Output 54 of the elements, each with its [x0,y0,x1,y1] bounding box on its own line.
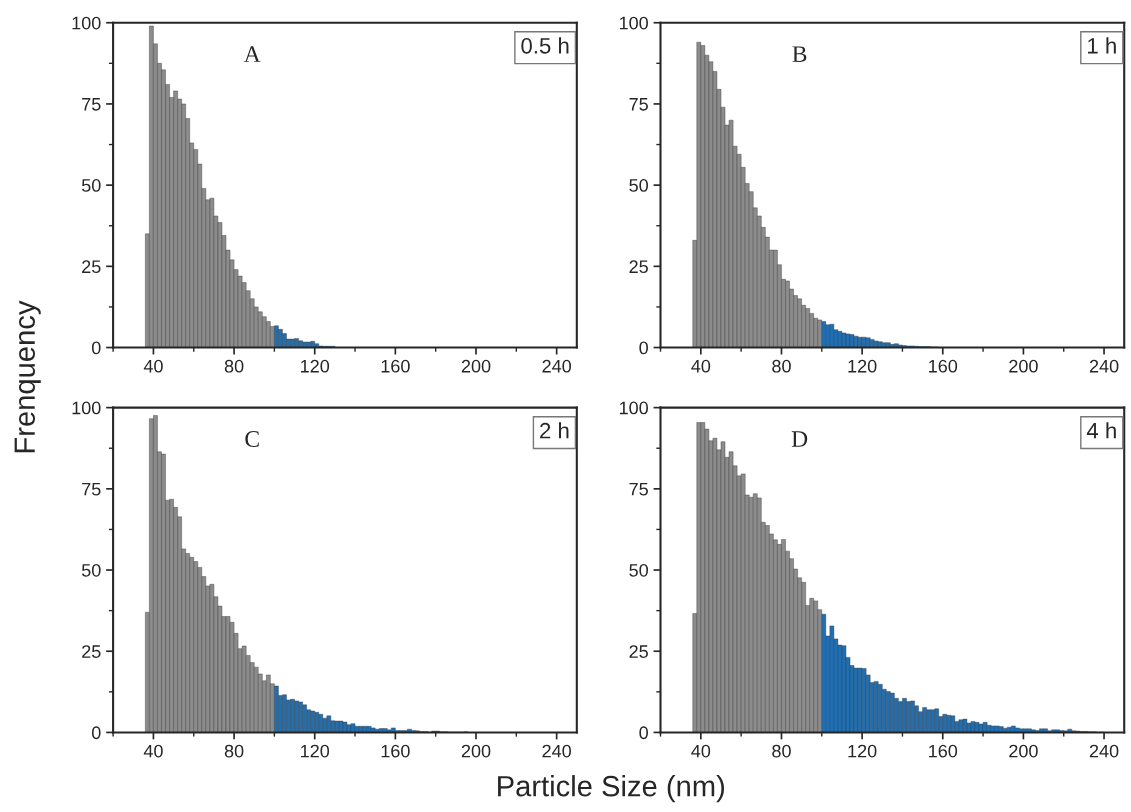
y-tick-label: 50 [81,563,101,577]
annotation: A [243,46,261,62]
x-tick-label: 120 [301,359,330,373]
y-tick-label: 100 [72,401,101,415]
y-axis-title: Frenquency [14,300,41,453]
x-axis-title: Particle Size (nm) [498,775,725,803]
annotation: B [792,46,807,62]
x-tick-label: 120 [301,744,330,758]
y-tick-label: 25 [82,645,101,658]
y-tick-label: 75 [82,482,101,496]
x-tick-label: 160 [929,359,958,373]
annotation: 0.5 h [521,37,569,54]
y-tick-label: 50 [629,563,648,577]
x-tick-label: 80 [224,744,244,758]
x-tick-label: 160 [381,359,410,373]
x-tick-label: 240 [1089,744,1119,758]
y-tick-label: 100 [72,16,101,30]
x-tick-label: 120 [848,359,877,373]
y-tick-label: 100 [619,16,648,30]
y-tick-label: 75 [82,98,101,111]
x-tick-label: 240 [542,359,572,373]
y-tick-label: 25 [629,645,648,658]
x-tick-label: 240 [1089,359,1119,373]
x-tick-label: 200 [1009,744,1038,758]
annotation: D [791,431,808,447]
y-tick-label: 0 [639,341,648,355]
x-tick-label: 40 [143,359,163,373]
y-tick-label: 25 [629,260,648,274]
y-tick-label: 75 [629,98,648,111]
y-tick-label: 0 [91,726,101,740]
x-tick-label: 200 [1009,359,1038,373]
x-tick-label: 40 [691,359,711,373]
x-tick-label: 80 [224,359,244,373]
x-tick-label: 40 [691,744,711,758]
x-tick-label: 120 [848,744,877,758]
y-tick-label: 25 [82,260,101,274]
y-tick-label: 0 [91,341,101,355]
x-tick-label: 160 [929,744,958,758]
x-tick-label: 200 [461,359,491,373]
x-tick-label: 80 [772,359,791,373]
y-tick-label: 50 [629,179,648,192]
x-tick-label: 240 [542,744,572,758]
y-tick-label: 50 [81,179,101,192]
x-tick-label: 40 [143,744,163,758]
annotation: C [245,431,259,447]
y-tick-label: 100 [619,401,648,415]
annotation: 4 h [1086,422,1116,439]
annotation: 2 h [540,422,569,439]
x-tick-label: 80 [772,744,791,758]
y-tick-label: 0 [639,726,648,740]
x-tick-label: 200 [461,744,491,758]
annotation: 1 h [1088,37,1116,54]
y-tick-label: 75 [629,482,648,496]
x-tick-label: 160 [381,744,410,758]
